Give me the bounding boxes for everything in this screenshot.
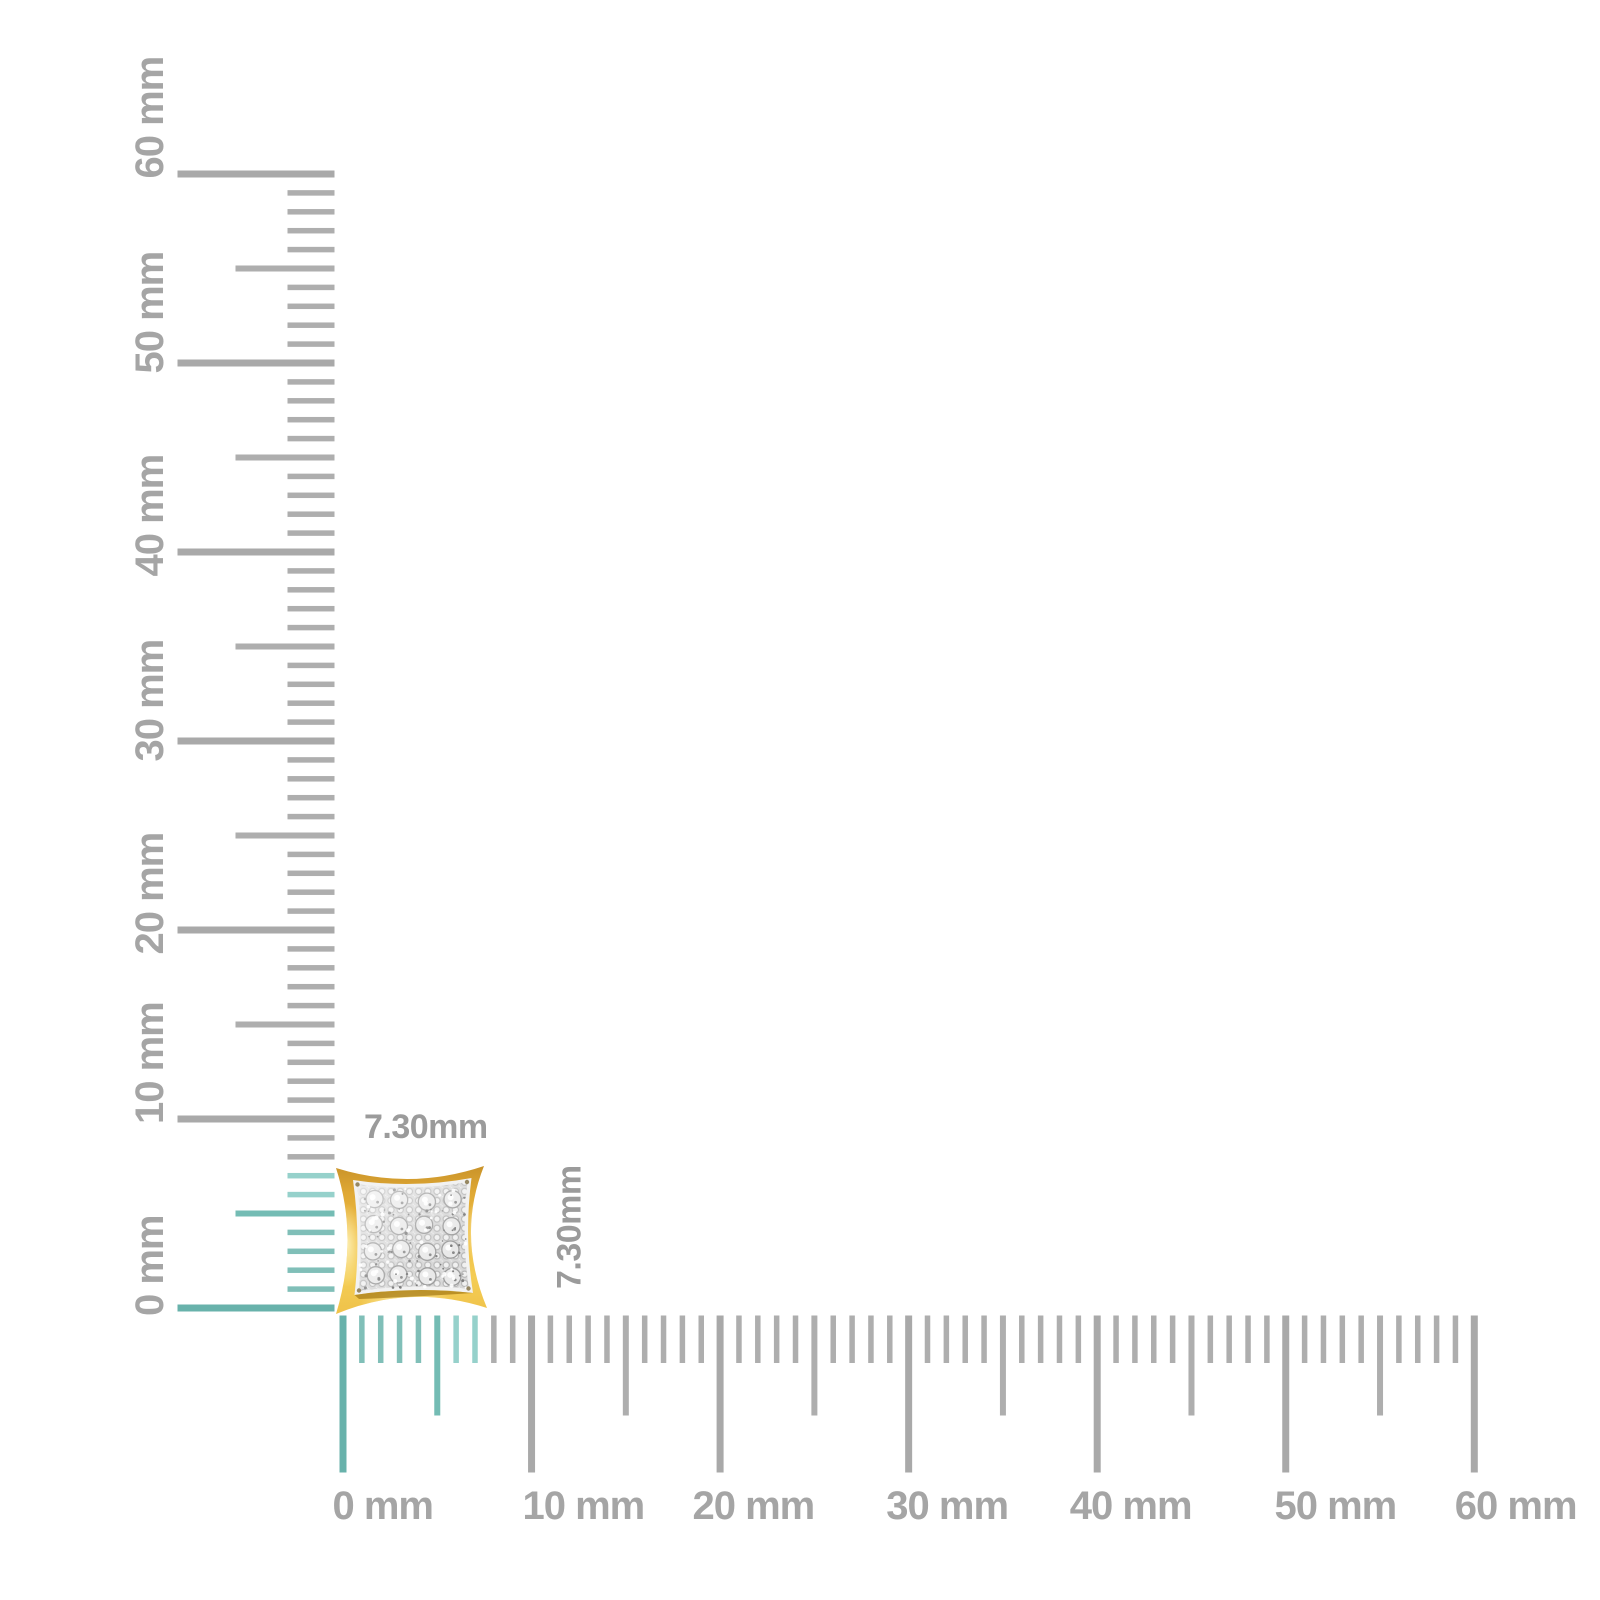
svg-text:60 mm: 60 mm [128, 57, 172, 179]
svg-text:20 mm: 20 mm [128, 833, 172, 955]
svg-text:7.30mm: 7.30mm [364, 1108, 488, 1146]
svg-text:7.30mm: 7.30mm [551, 1165, 589, 1289]
svg-text:30 mm: 30 mm [128, 640, 172, 762]
svg-text:30 mm: 30 mm [886, 1484, 1008, 1528]
svg-text:0 mm: 0 mm [128, 1216, 172, 1317]
svg-text:60 mm: 60 mm [1455, 1484, 1577, 1528]
svg-text:0 mm: 0 mm [333, 1484, 434, 1528]
svg-text:10 mm: 10 mm [128, 1002, 172, 1124]
svg-text:40 mm: 40 mm [128, 455, 172, 577]
svg-text:10 mm: 10 mm [523, 1484, 645, 1528]
svg-text:40 mm: 40 mm [1070, 1484, 1192, 1528]
svg-text:50 mm: 50 mm [1275, 1484, 1397, 1528]
svg-text:20 mm: 20 mm [693, 1484, 815, 1528]
svg-text:50 mm: 50 mm [128, 252, 172, 374]
